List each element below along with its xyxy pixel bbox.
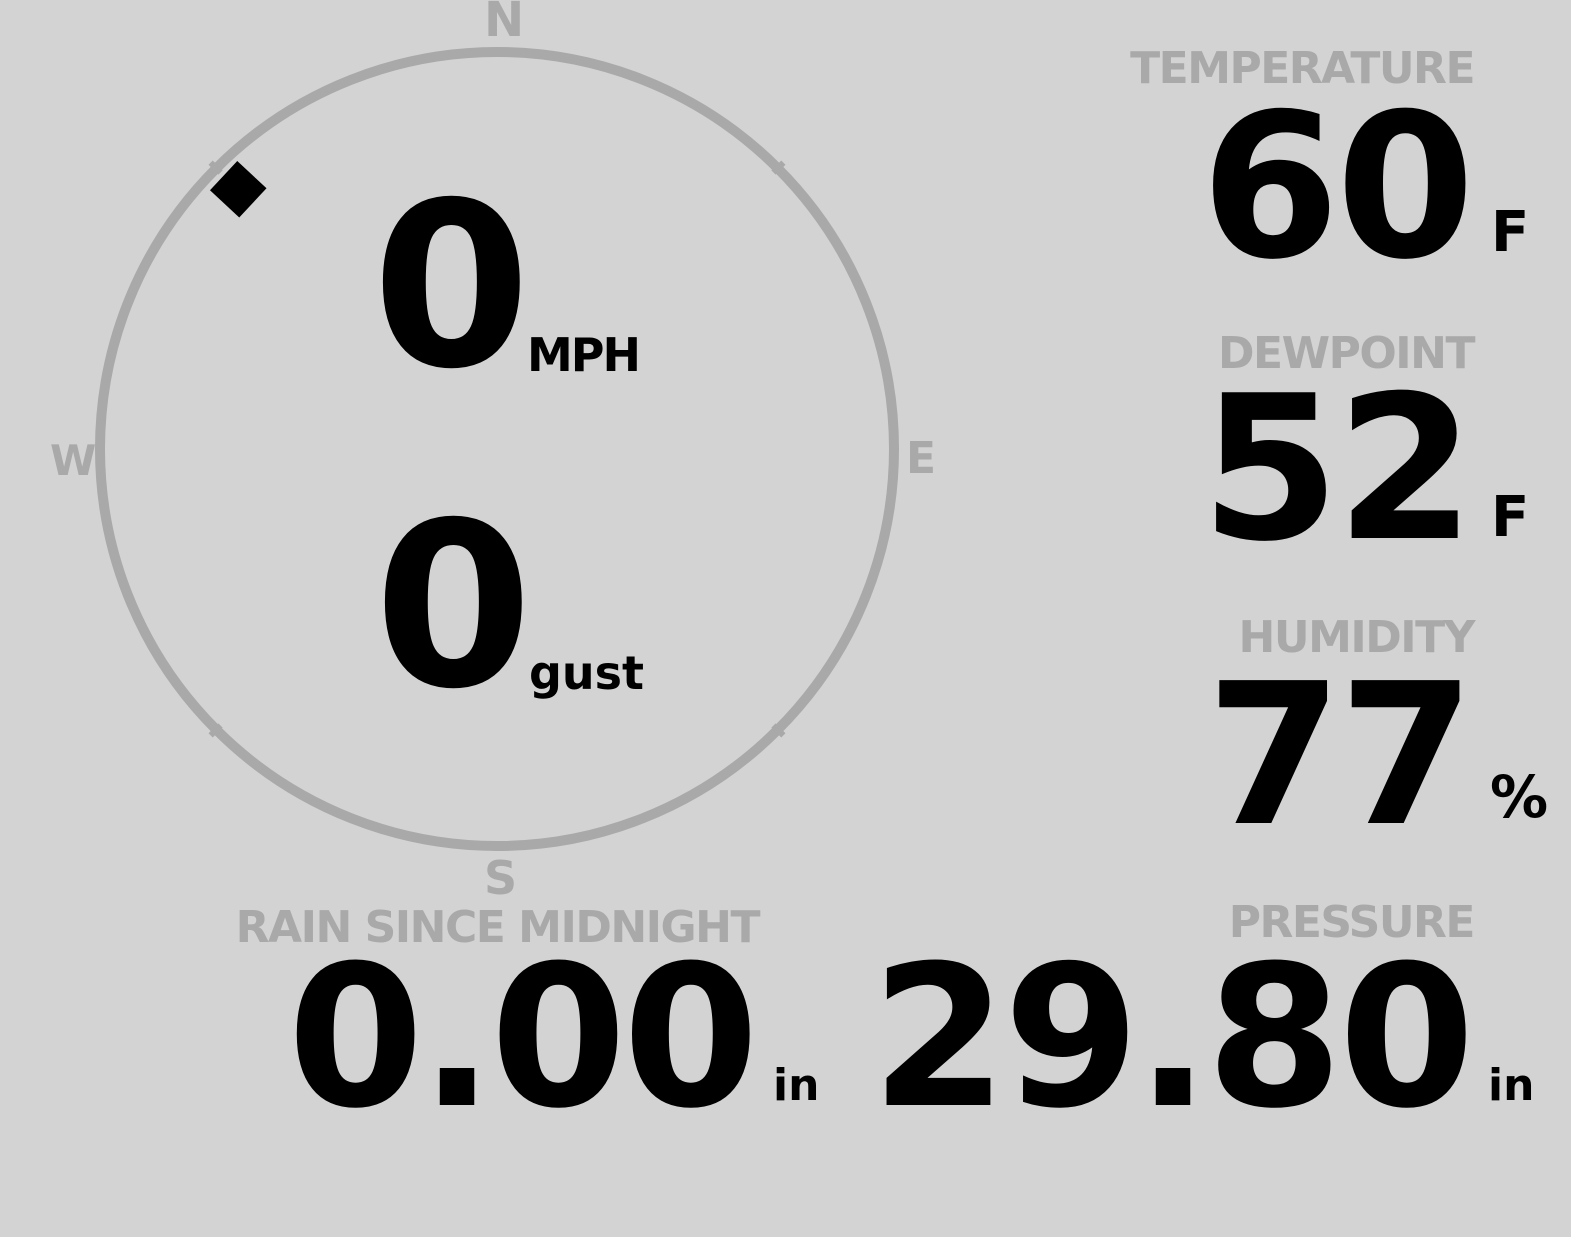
gust-unit: gust [529,646,645,700]
dewpoint-label: DEWPOINT [1218,328,1475,379]
rain-unit: in [773,1060,820,1111]
rain-value: 0.00 [287,924,759,1152]
temperature-label: TEMPERATURE [1130,43,1475,94]
pressure-value: 29.80 [871,924,1475,1152]
compass-tick [771,723,786,738]
compass-north-label: N [484,0,525,48]
rain-label: RAIN SINCE MIDNIGHT [235,902,761,953]
compass-south-label: S [484,851,518,905]
dewpoint-unit: F [1491,485,1530,550]
compass-tick [208,160,223,175]
pressure-label: PRESSURE [1228,897,1476,948]
wind-direction-pointer [209,160,267,218]
humidity-unit: % [1490,763,1549,831]
humidity-value: 77 [1206,642,1475,870]
wind-speed-value: 0 [372,153,531,419]
temperature-value: 60 [1200,71,1475,304]
compass-west-label: W [50,436,97,485]
compass-tick [208,723,223,738]
temperature-unit: F [1491,200,1530,265]
pressure-unit: in [1488,1060,1535,1111]
gust-value: 0 [374,473,533,739]
wind-speed-unit: MPH [527,328,641,382]
compass-ring [95,47,899,851]
dewpoint-value: 52 [1200,353,1475,586]
compass-tick [771,160,786,175]
compass-east-label: E [906,433,937,484]
humidity-label: HUMIDITY [1238,612,1476,663]
